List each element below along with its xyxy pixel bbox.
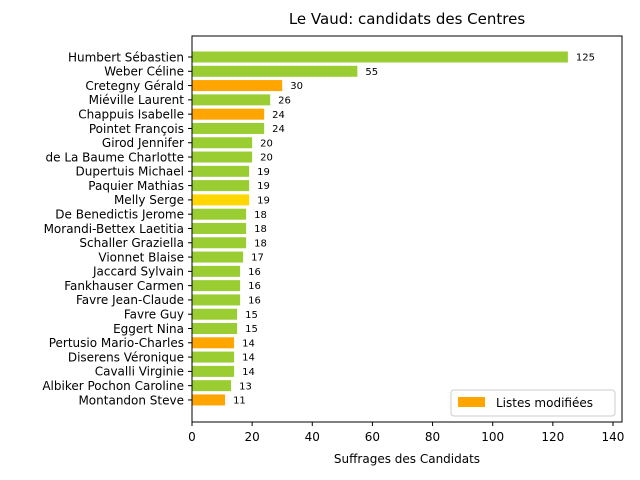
x-tick-label: 60	[365, 430, 380, 444]
value-label: 15	[245, 324, 258, 335]
bar-albiker-pochon-caroline	[192, 380, 232, 392]
y-tick-label: Dupertuis Michael	[76, 165, 184, 179]
y-tick-label: Weber Céline	[104, 65, 184, 79]
x-tick-label: 0	[188, 430, 196, 444]
y-tick-label: Vionnet Blaise	[98, 250, 184, 264]
chart-title: Le Vaud: candidats des Centres	[289, 10, 526, 28]
value-label: 17	[251, 253, 264, 264]
y-tick-label: Paquier Mathias	[88, 179, 184, 193]
x-tick-label: 140	[602, 430, 625, 444]
bar-eggert-nina	[192, 323, 238, 335]
x-tick-label: 20	[244, 430, 259, 444]
y-tick-label: Albiker Pochon Caroline	[42, 379, 184, 393]
bar-diserens-veronique	[192, 351, 235, 363]
y-tick-label: Schaller Graziella	[79, 236, 184, 250]
y-tick-label: De Benedictis Jerome	[55, 207, 184, 221]
x-ticks: 0 20 40 60 80 100 120 140	[188, 422, 624, 444]
value-label: 125	[576, 53, 595, 64]
value-label: 13	[239, 381, 252, 392]
bar-montandon-steve	[192, 394, 226, 406]
y-tick-label: de La Baume Charlotte	[46, 150, 185, 164]
y-tick-label: Fankhauser Carmen	[64, 279, 184, 293]
bar-schaller-graziella	[192, 237, 247, 249]
legend-box	[450, 389, 616, 417]
value-label: 18	[254, 210, 267, 221]
legend-label: Listes modifiées	[496, 396, 593, 410]
bar-cavalli-virginie	[192, 365, 235, 377]
legend-swatch-listes-modifiees	[458, 397, 485, 407]
x-tick-label: 120	[541, 430, 564, 444]
legend: Listes modifiées	[450, 389, 616, 417]
bar-melly-serge	[192, 194, 250, 206]
bars-group	[192, 51, 568, 406]
y-tick-label: Cretegny Gérald	[85, 79, 184, 93]
bar-humbert-sebastien	[192, 51, 568, 63]
y-tick-label: Humbert Sébastien	[68, 50, 184, 64]
y-tick-label: Diserens Véronique	[68, 350, 184, 364]
bar-de-benedictis-jerome	[192, 208, 247, 220]
value-label: 55	[365, 67, 378, 78]
value-label: 16	[248, 281, 261, 292]
y-tick-label: Morandi-Bettex Laetitia	[44, 222, 184, 236]
value-label: 20	[260, 138, 273, 149]
bar-pertusio-mario-charles	[192, 337, 235, 349]
x-tick-label: 40	[305, 430, 320, 444]
bar-jaccard-sylvain	[192, 265, 241, 277]
y-tick-label: Montandon Steve	[78, 393, 184, 407]
x-axis-label: Suffrages des Candidats	[334, 452, 480, 466]
y-tick-label: Cavalli Virginie	[95, 365, 184, 379]
value-label: 19	[257, 196, 270, 207]
value-label: 16	[248, 296, 261, 307]
bar-morandi-bettex-laetitia	[192, 222, 247, 234]
value-label: 18	[254, 238, 267, 249]
bar-favre-jean-claude	[192, 294, 241, 306]
y-tick-label: Melly Serge	[114, 193, 184, 207]
value-label: 16	[248, 267, 261, 278]
plot-area-frame	[191, 35, 623, 423]
value-label: 20	[260, 153, 273, 164]
y-tick-label: Girod Jennifer	[102, 136, 184, 150]
value-label: 14	[242, 367, 255, 378]
value-label: 26	[278, 95, 291, 106]
bar-girod-jennifer	[192, 137, 253, 149]
value-label: 15	[245, 310, 258, 321]
x-tick-label: 80	[425, 430, 440, 444]
value-label: 18	[254, 224, 267, 235]
y-tick-label: Miéville Laurent	[89, 93, 185, 107]
value-label: 19	[257, 181, 270, 192]
bar-favre-guy	[192, 308, 238, 320]
bar-paquier-mathias	[192, 180, 250, 192]
bar-mieville-laurent	[192, 94, 271, 106]
value-label: 24	[272, 110, 285, 121]
value-labels: 125 55 30 26 24 24 20 20 19 19 19 18 18 18 17 16 16 16 15 1…	[233, 53, 595, 407]
bar-chappuis-isabelle	[192, 108, 265, 120]
bar-pointet-francois	[192, 122, 265, 134]
y-tick-label: Eggert Nina	[113, 322, 184, 336]
y-tick-label: Pertusio Mario-Charles	[49, 336, 184, 350]
y-tick-label: Jaccard Sylvain	[92, 265, 184, 279]
bar-fankhauser-carmen	[192, 280, 241, 292]
y-tick-label: Pointet François	[89, 122, 184, 136]
value-label: 11	[233, 396, 246, 407]
bar-de-la-baume-charlotte	[192, 151, 253, 163]
value-label: 14	[242, 338, 255, 349]
bar-dupertuis-michael	[192, 165, 250, 177]
value-label: 24	[272, 124, 285, 135]
bar-vionnet-blaise	[192, 251, 244, 263]
value-label: 30	[290, 81, 303, 92]
value-label: 14	[242, 353, 255, 364]
y-tick-label: Favre Jean-Claude	[76, 293, 184, 307]
bar-weber-celine	[192, 65, 358, 77]
x-tick-label: 100	[481, 430, 504, 444]
value-label: 19	[257, 167, 270, 178]
bar-cretegny-gerald	[192, 80, 283, 92]
y-tick-label: Favre Guy	[124, 308, 184, 322]
y-tick-label: Chappuis Isabelle	[78, 107, 184, 121]
